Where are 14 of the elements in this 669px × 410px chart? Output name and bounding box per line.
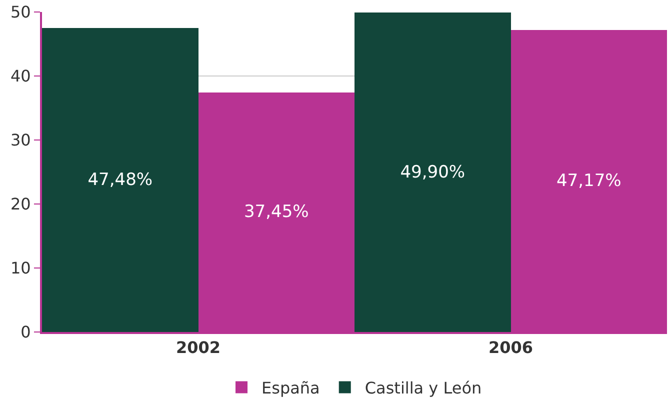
data-label: 47,48% — [88, 170, 153, 190]
legend-label: España — [262, 378, 320, 398]
x-tick-label: 2006 — [488, 338, 534, 358]
y-tick-label: 10 — [10, 258, 31, 278]
y-tick-label: 0 — [20, 322, 31, 342]
y-tick-label: 50 — [10, 2, 31, 22]
x-tick-label: 2002 — [176, 338, 221, 358]
legend-label: Castilla y León — [364, 378, 482, 398]
data-label: 47,17% — [556, 171, 622, 192]
y-tick-label: 30 — [10, 130, 31, 150]
data-label: 37,45% — [244, 202, 309, 222]
y-tick-label: 20 — [10, 194, 31, 214]
data-label: 49,90% — [400, 162, 466, 182]
y-tick-label: 40 — [10, 66, 31, 86]
